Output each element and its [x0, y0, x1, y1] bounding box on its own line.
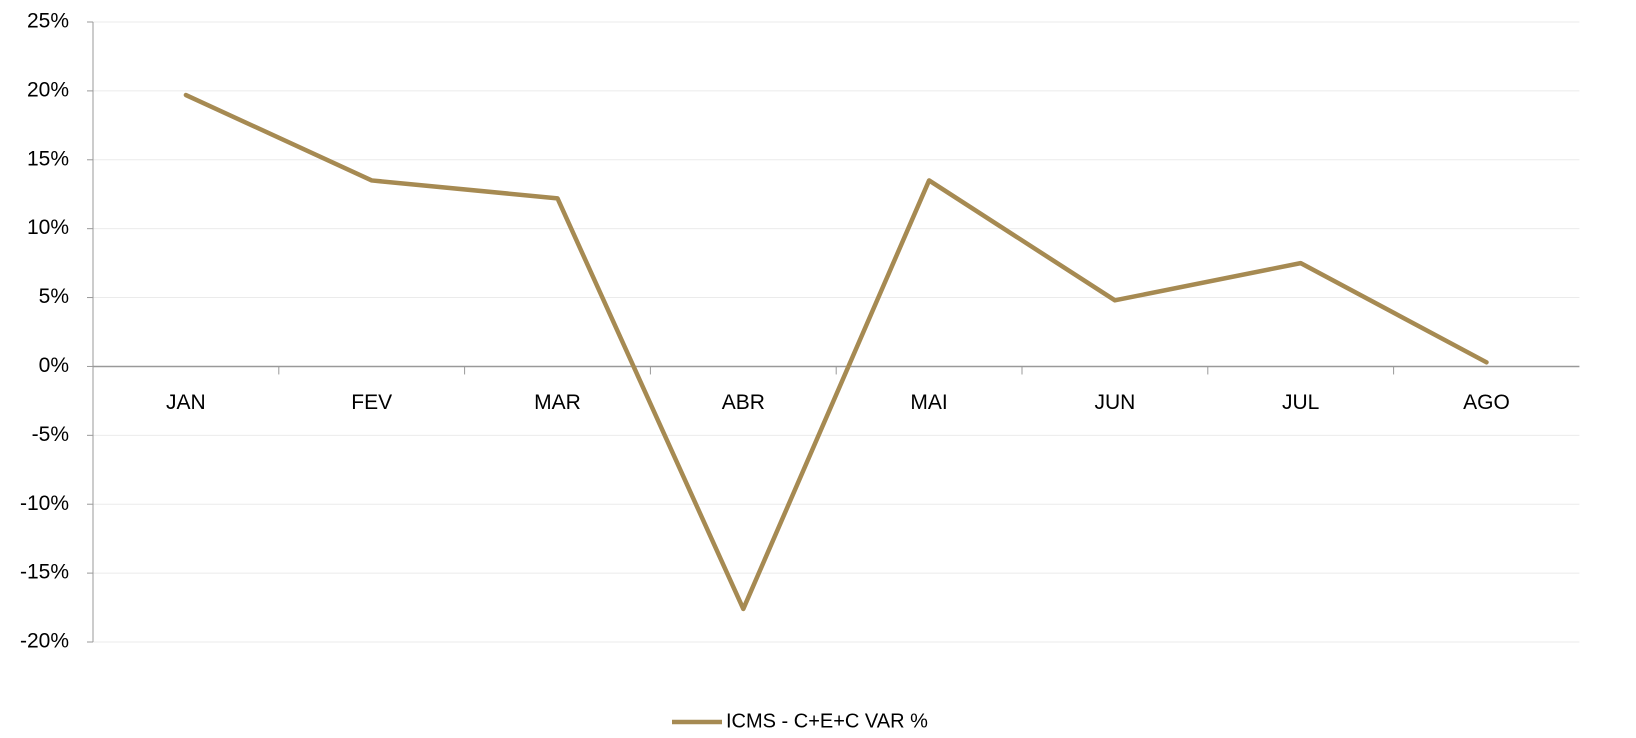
x-tick-label: AGO [1463, 391, 1510, 414]
y-tick-label: 0% [39, 354, 69, 377]
data-line [183, 92, 1489, 612]
legend-label: ICMS - C+E+C VAR % [726, 710, 928, 732]
y-tick-label: 10% [27, 216, 69, 239]
y-tick-label: -5% [32, 423, 69, 446]
x-tick-label: ABR [722, 391, 765, 414]
x-tick-label: FEV [351, 391, 392, 414]
x-tick-label: JUL [1282, 391, 1319, 414]
x-tick-label: MAR [534, 391, 581, 414]
y-tick-label: 25% [27, 10, 69, 33]
y-tick-label: -15% [20, 561, 69, 584]
y-tick-label: -20% [20, 630, 69, 653]
x-tick-label: JUN [1094, 391, 1135, 414]
y-tick-label: 5% [39, 285, 69, 308]
y-tick-label: -10% [20, 492, 69, 515]
x-tick-label: MAI [910, 391, 947, 414]
y-tick-label: 15% [27, 147, 69, 170]
x-tick-label: JAN [166, 391, 206, 414]
y-tick-label: 20% [27, 78, 69, 101]
